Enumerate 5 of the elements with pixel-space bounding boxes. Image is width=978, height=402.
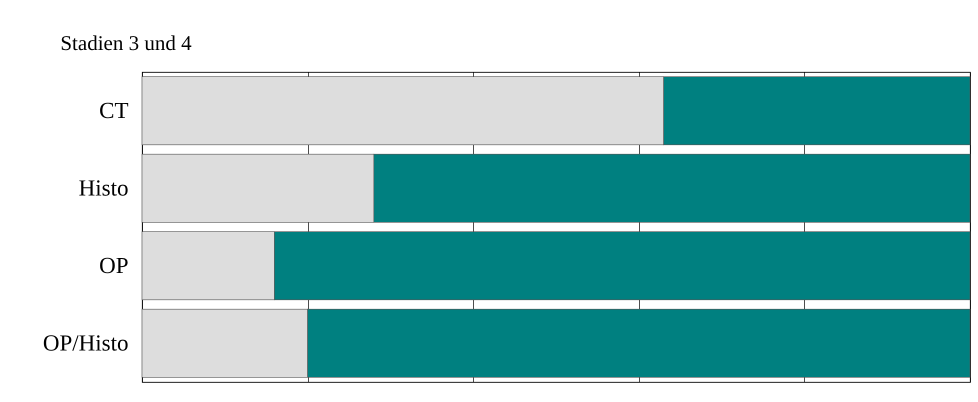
chart-title: Stadien 3 und 4 (60, 31, 192, 55)
y-tick-label: CT (99, 98, 128, 123)
y-tick-label: OP (99, 252, 128, 278)
y-tick-label: Histo (78, 175, 128, 200)
y-tick-label: OP/Histo (42, 330, 128, 356)
